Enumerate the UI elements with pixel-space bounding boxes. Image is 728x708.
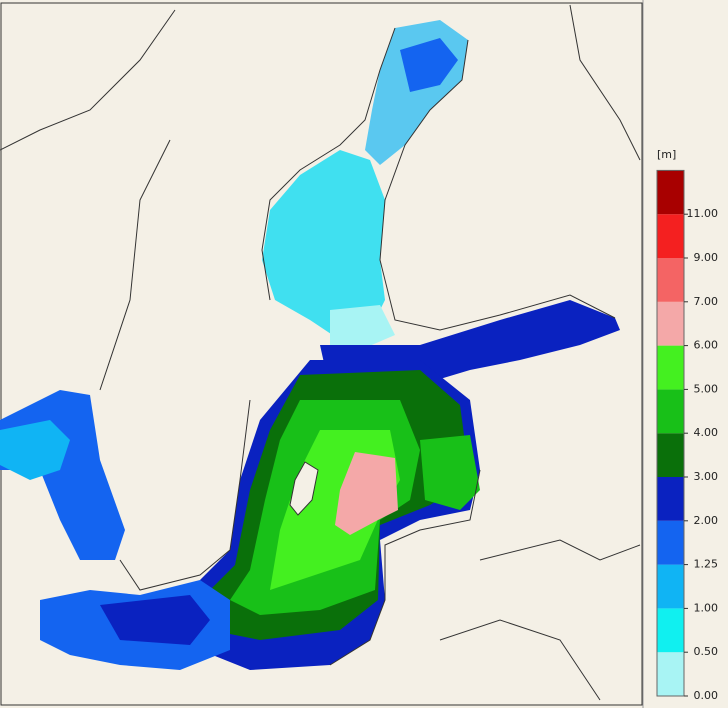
legend-tick-label: 4.00 [694, 426, 719, 439]
legend-tick-label: 1.25 [694, 558, 719, 571]
sea [100, 595, 210, 645]
legend-swatch [657, 301, 684, 346]
legend-tick-label: 9.00 [694, 251, 719, 264]
legend-swatch [657, 214, 684, 258]
coastline [261, 27, 396, 301]
legend-swatch [657, 564, 684, 609]
legend-tick-label: 1.00 [694, 601, 719, 614]
legend-swatch [657, 345, 684, 390]
legend-tick-label: 7.00 [694, 295, 719, 308]
legend-tick-label: 2.00 [694, 514, 719, 527]
legend-tick-label: 6.00 [694, 339, 719, 352]
legend-tick-label: 0.00 [694, 689, 719, 702]
legend-swatch [657, 477, 684, 521]
legend-tick-label: 11.00 [687, 207, 719, 220]
sea [335, 452, 398, 535]
legend-tick-label: 0.50 [694, 645, 719, 658]
legend-swatch [657, 170, 684, 215]
sea [400, 38, 458, 92]
legend-swatch [657, 652, 684, 696]
coastline [379, 39, 616, 331]
legend-tick-label: 5.00 [694, 382, 719, 395]
legend-swatch [657, 520, 684, 565]
legend-swatch [657, 608, 684, 653]
map [0, 2, 643, 706]
island [289, 461, 319, 516]
legend-unit: [m] [657, 148, 676, 161]
sea [0, 420, 70, 480]
sea [330, 305, 395, 350]
legend-swatch [657, 389, 684, 434]
sea [420, 435, 480, 510]
coastline [0, 9, 176, 391]
legend-swatch [657, 258, 684, 302]
legend-swatch [657, 433, 684, 477]
coastline [329, 469, 481, 666]
border [439, 4, 641, 701]
legend: [m] 0.00 0.50 1.00 1.25 2.00 3.00 4.00 5.00 6.00… [656, 148, 719, 702]
legend-tick-label: 3.00 [694, 470, 719, 483]
coastline [119, 399, 251, 591]
sea [262, 150, 385, 340]
